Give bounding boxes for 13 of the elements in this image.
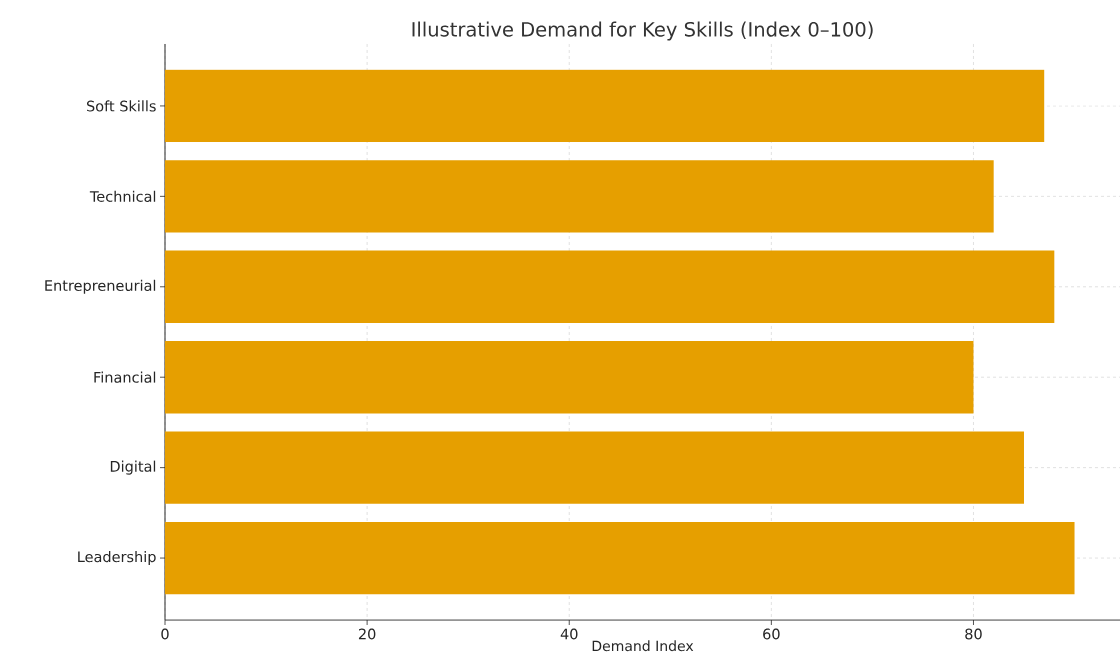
x-tick-label: 0: [161, 628, 169, 640]
y-tick-label: Entrepreneurial: [45, 279, 156, 294]
x-axis-title: Demand Index: [592, 640, 694, 652]
y-tick-label: Soft Skills: [86, 100, 156, 112]
x-tick-label: 60: [763, 628, 780, 640]
y-tick-label: Technical: [89, 190, 156, 202]
chart-title: Illustrative Demand for Key Skills (Index 0–100): [412, 21, 873, 41]
x-tick-label: 40: [560, 628, 578, 640]
x-tick-label: 80: [965, 628, 982, 640]
y-tick-label: Leadership: [78, 551, 156, 566]
y-tick-label: Digital: [110, 460, 156, 475]
x-tick-label: 20: [358, 628, 376, 640]
y-tick-label: Financial: [94, 371, 156, 383]
